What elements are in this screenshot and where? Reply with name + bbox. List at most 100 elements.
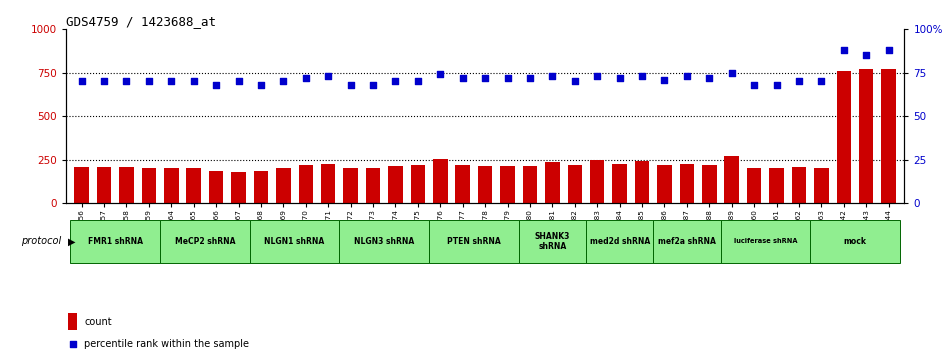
Point: [791, 78, 806, 84]
Bar: [276, 168, 291, 203]
Bar: [612, 164, 627, 203]
Text: percentile rank within the sample: percentile rank within the sample: [84, 339, 249, 349]
Bar: [68, 313, 77, 330]
Bar: [859, 69, 873, 203]
Bar: [321, 164, 335, 203]
Point: [411, 78, 426, 84]
Bar: [430, 220, 519, 263]
Point: [657, 77, 672, 82]
Point: [702, 75, 717, 81]
Bar: [253, 171, 268, 203]
Point: [455, 75, 470, 81]
Bar: [299, 165, 313, 203]
Bar: [770, 168, 784, 203]
Bar: [653, 220, 721, 263]
Point: [432, 72, 447, 77]
Bar: [724, 156, 739, 203]
Text: mef2a shRNA: mef2a shRNA: [658, 237, 716, 246]
Bar: [339, 220, 430, 263]
Bar: [721, 220, 810, 263]
Bar: [500, 166, 515, 203]
Point: [881, 47, 896, 53]
Point: [96, 78, 111, 84]
Text: PTEN shRNA: PTEN shRNA: [447, 237, 501, 246]
Point: [119, 78, 134, 84]
Bar: [836, 71, 851, 203]
Bar: [97, 167, 111, 203]
Point: [65, 341, 80, 347]
Point: [769, 82, 784, 88]
Bar: [747, 168, 761, 203]
Text: ▶: ▶: [68, 236, 75, 246]
Point: [567, 78, 582, 84]
Bar: [74, 167, 89, 203]
Bar: [791, 167, 806, 203]
Bar: [679, 164, 694, 203]
Bar: [187, 168, 201, 203]
Text: SHANK3
shRNA: SHANK3 shRNA: [535, 232, 570, 251]
Point: [500, 75, 515, 81]
Text: mock: mock: [843, 237, 867, 246]
Point: [365, 82, 381, 88]
Point: [231, 78, 246, 84]
Bar: [478, 166, 493, 203]
Bar: [702, 165, 717, 203]
Bar: [810, 220, 900, 263]
Bar: [658, 165, 672, 203]
Text: GDS4759 / 1423688_at: GDS4759 / 1423688_at: [66, 15, 216, 28]
Text: FMR1 shRNA: FMR1 shRNA: [88, 237, 143, 246]
Bar: [250, 220, 339, 263]
Bar: [232, 172, 246, 203]
Point: [523, 75, 538, 81]
Bar: [519, 220, 586, 263]
Bar: [590, 160, 605, 203]
Bar: [160, 220, 250, 263]
Point: [299, 75, 314, 81]
Text: luciferase shRNA: luciferase shRNA: [734, 238, 797, 244]
Point: [724, 70, 739, 76]
Bar: [635, 160, 649, 203]
Bar: [141, 168, 156, 203]
Point: [388, 78, 403, 84]
Point: [590, 73, 605, 79]
Bar: [882, 69, 896, 203]
Point: [320, 73, 335, 79]
Text: med2d shRNA: med2d shRNA: [590, 237, 650, 246]
Bar: [388, 166, 403, 203]
Point: [478, 75, 493, 81]
Text: MeCP2 shRNA: MeCP2 shRNA: [174, 237, 236, 246]
Point: [635, 73, 650, 79]
Point: [747, 82, 762, 88]
Point: [164, 78, 179, 84]
Bar: [164, 168, 179, 203]
Point: [814, 78, 829, 84]
Bar: [209, 171, 223, 203]
Bar: [545, 162, 560, 203]
Bar: [586, 220, 653, 263]
Text: NLGN3 shRNA: NLGN3 shRNA: [354, 237, 414, 246]
Bar: [433, 159, 447, 203]
Text: count: count: [84, 317, 112, 327]
Point: [187, 78, 202, 84]
Point: [343, 82, 358, 88]
Bar: [567, 165, 582, 203]
Point: [253, 82, 268, 88]
Point: [74, 78, 89, 84]
Bar: [343, 168, 358, 203]
Text: NLGN1 shRNA: NLGN1 shRNA: [265, 237, 325, 246]
Point: [141, 78, 156, 84]
Bar: [71, 220, 160, 263]
Bar: [120, 167, 134, 203]
Bar: [411, 165, 425, 203]
Point: [679, 73, 694, 79]
Point: [836, 47, 852, 53]
Point: [276, 78, 291, 84]
Point: [544, 73, 560, 79]
Point: [612, 75, 627, 81]
Bar: [814, 168, 829, 203]
Point: [859, 52, 874, 58]
Bar: [365, 168, 381, 203]
Bar: [455, 165, 470, 203]
Text: protocol: protocol: [21, 236, 61, 246]
Point: [208, 82, 223, 88]
